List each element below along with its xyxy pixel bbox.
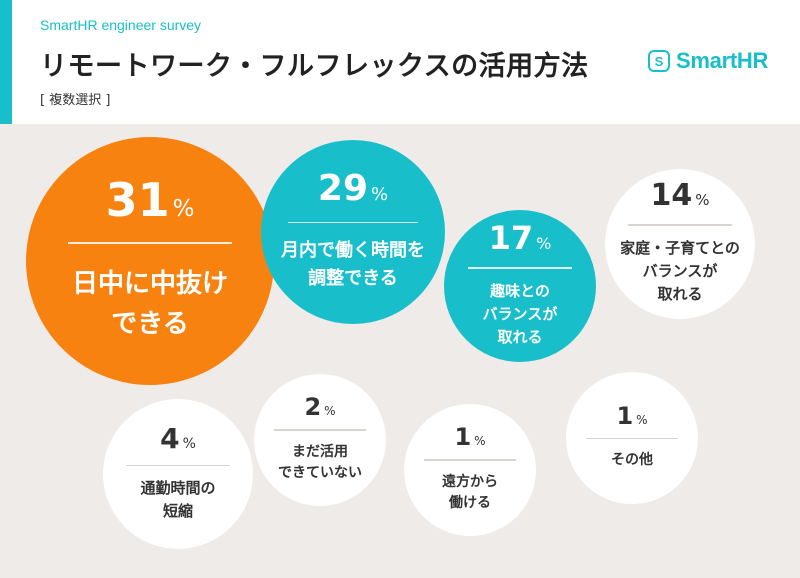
bubble-value-number: 1 <box>616 401 634 430</box>
bubble-label: 月内で働く時間を 調整できる <box>281 240 425 290</box>
accent-bar <box>0 0 12 124</box>
bubble-value-number: 31 <box>105 173 170 228</box>
bubble-value: 14% <box>650 181 709 211</box>
selection-note: [ 複数選択 ] <box>40 93 111 108</box>
bubble-value: 29% <box>317 167 389 209</box>
header: SmartHR engineer survey リモートワーク・フルフレックスの… <box>0 0 800 124</box>
smarthr-logo-text: SmartHR <box>676 48 769 73</box>
bubble-divider <box>628 224 732 226</box>
bubble-2: 29% 月内で働く時間を 調整できる <box>261 140 445 324</box>
bubble-divider <box>274 429 366 431</box>
bubble-label: まだ活用 できていない <box>278 443 362 482</box>
bubble-divider <box>68 242 232 244</box>
bubble-divider <box>126 464 230 466</box>
bubble-label: 家庭・子育てとの バランスが 取れる <box>620 238 740 304</box>
bubble-value: 2% <box>304 395 335 419</box>
bubble-value-unit: % <box>474 434 486 449</box>
bubble-value-number: 4 <box>160 421 180 455</box>
smarthr-logo-icon: S <box>648 50 670 72</box>
bubble-value: 1% <box>616 404 647 428</box>
bubble-value: 4% <box>160 421 196 455</box>
bubble-value: 1% <box>454 425 485 449</box>
bubble-label: 遠方から 働ける <box>442 473 498 512</box>
bubble-label: その他 <box>611 452 653 469</box>
bubble-1: 31% 日中に中抜け できる <box>26 137 274 385</box>
bubble-value-unit: % <box>324 404 336 419</box>
bubble-value-unit: % <box>536 234 552 254</box>
smarthr-logo: S SmartHR <box>648 48 768 74</box>
bubble-5: 4% 通勤時間の 短縮 <box>103 399 253 549</box>
bubble-value-unit: % <box>182 435 196 452</box>
bubble-divider <box>424 459 516 461</box>
bubble-value-number: 17 <box>488 219 534 258</box>
bubble-value-unit: % <box>371 183 389 205</box>
bubble-divider <box>288 221 418 224</box>
bubble-label: 趣味との バランスが 取れる <box>482 281 558 347</box>
bubble-7: 1% 遠方から 働ける <box>404 404 536 536</box>
bubble-value-unit: % <box>172 196 195 223</box>
bubble-3: 17% 趣味との バランスが 取れる <box>444 210 596 362</box>
bubble-value-number: 1 <box>454 423 472 452</box>
page-title: リモートワーク・フルフレックスの活用方法 <box>40 51 589 82</box>
bubble-label: 日中に中抜け できる <box>71 268 228 340</box>
bubble-value-number: 29 <box>317 167 368 209</box>
bubble-divider <box>468 267 572 269</box>
bubble-value-unit: % <box>695 191 710 210</box>
bubble-value-number: 14 <box>650 178 693 214</box>
chart-panel: 31% 日中に中抜け できる 29% 月内で働く時間を 調整できる 17% 趣味との バラ… <box>0 124 800 578</box>
bubble-value-unit: % <box>636 412 648 427</box>
bubble-4: 14% 家庭・子育てとの バランスが 取れる <box>605 169 755 319</box>
bubble-8: 1% その他 <box>566 372 698 504</box>
survey-eyebrow: SmartHR engineer survey <box>40 17 202 33</box>
bubble-value-number: 2 <box>304 393 322 422</box>
bubble-label: 通勤時間の 短縮 <box>140 479 216 521</box>
bubble-divider <box>586 437 678 440</box>
bubble-6: 2% まだ活用 できていない <box>254 374 386 506</box>
bubble-value: 17% <box>489 222 552 254</box>
bubble-value: 31% <box>106 177 195 223</box>
